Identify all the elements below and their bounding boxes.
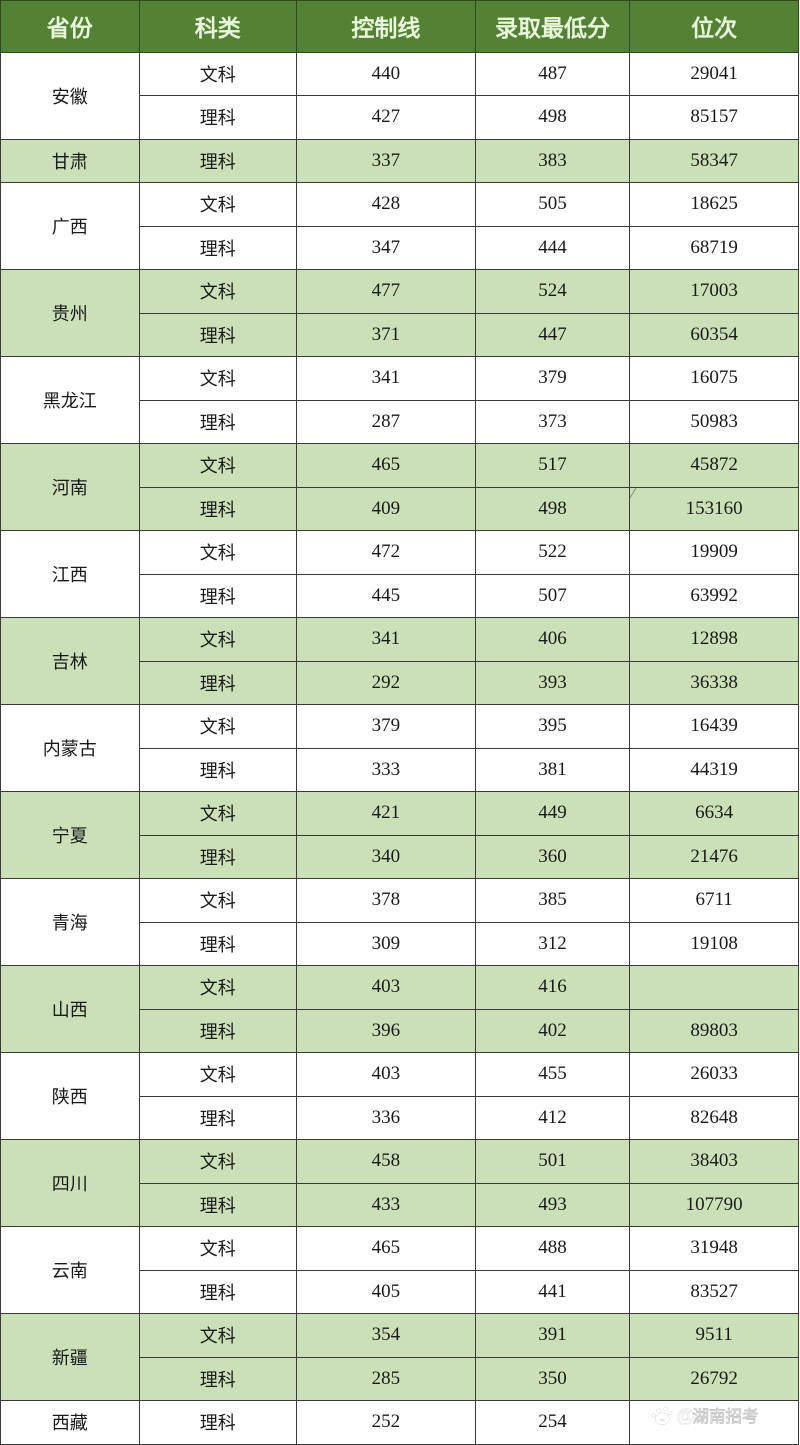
svg-text:du: du: [660, 1417, 664, 1422]
svg-text:湖南招考: 湖南招考: [693, 1406, 759, 1426]
